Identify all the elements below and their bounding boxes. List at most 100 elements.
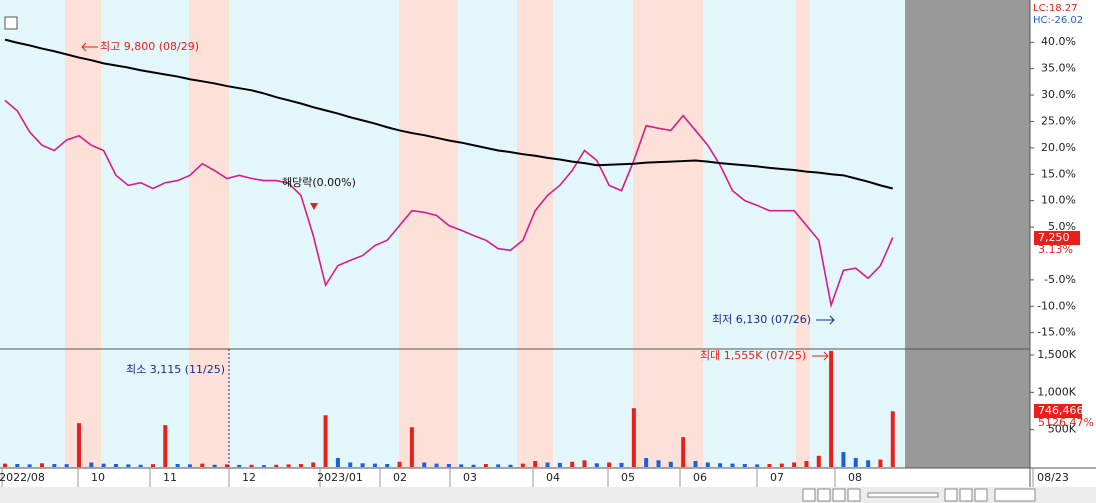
volume-bar [446,464,451,467]
volume-bar [372,463,377,467]
y-tick-label: 500K [1048,423,1077,436]
volume-bar [681,437,686,467]
vol-box [1034,404,1082,418]
toolbar-buttons[interactable] [802,488,1036,502]
volume-bar [274,464,279,467]
y-tick-label: -5.0% [1044,273,1076,286]
x-tick-label: 03 [463,471,477,484]
volume-bar [804,461,809,467]
volume-bar [15,464,20,467]
future-area [905,0,1030,468]
volume-bar [397,461,402,467]
lc-label: LC:18.27 [1033,3,1078,14]
volume-bar [582,460,587,467]
volume-bar [150,464,155,467]
volume-bar [163,425,168,467]
volume-bar [113,464,118,467]
volume-bar [730,463,735,467]
y-tick-label: 5.0% [1048,220,1076,233]
volume-bar [64,464,69,467]
x-tick-label: 2022/08 [0,471,45,484]
volume-bar [483,464,488,467]
volume-bar [841,452,846,467]
y-tick-label: 1,000K [1037,385,1076,398]
volume-bar [212,464,217,467]
x-tick-label: 08 [848,471,862,484]
y-tick-label: 10.0% [1041,194,1076,207]
max-label: 최대 1,555K (07/25) [700,349,806,362]
y-tick-label: 35.0% [1041,62,1076,75]
max-arrow [812,351,829,361]
volpct-label: 5126.47% [1038,416,1094,429]
volume-bar [853,458,858,467]
volume-bar [348,462,353,467]
low-label: 최저 6,130 (07/26) [712,313,811,326]
min-label: 최소 3,115 (11/25) [126,363,225,376]
volume-bar [508,464,513,467]
x-tick-label: 05 [621,471,635,484]
volume-bar [607,462,612,467]
volume-bar [631,408,636,467]
x-tick-label: 2023/01 [317,471,363,484]
volume-bar [533,461,538,467]
volume-bar [200,463,205,467]
volume-bar [27,464,32,467]
y-tick-label: 40.0% [1041,35,1076,48]
volume-bar [101,463,106,467]
x-tick-label: 06 [693,471,707,484]
volume-bar [878,459,883,467]
volume-bar [594,463,599,467]
volume-bar [261,465,266,467]
x-tick-label: 08/23 [1037,471,1069,484]
high-arrow [81,42,98,52]
volume-bar [471,464,476,467]
series-line [4,38,894,190]
menu-icon[interactable] [4,16,18,30]
volume-bar [755,464,760,467]
volume-bar [224,464,229,467]
volume-bar [175,464,180,467]
y-tick-label: 15.0% [1041,167,1076,180]
volume-bar [668,461,673,467]
volume-bar [311,462,316,467]
volume-bar [718,463,723,467]
volume-bar [385,464,390,467]
volume-bar [742,464,747,467]
volume-bar [890,411,895,467]
ex-label: 해당락(0.00%) [282,175,356,189]
x-tick-label: 04 [546,471,560,484]
volume-bar [644,458,649,467]
price-label: 7,250 [1038,231,1070,244]
y-tick-label: 20.0% [1041,141,1076,154]
volume-bar [3,463,7,467]
x-tick-label: 10 [91,471,105,484]
volume-bar [545,462,550,467]
x-tick-label: 02 [393,471,407,484]
volume-bar [705,462,710,467]
volume-bar [237,464,242,467]
volume-bar [816,455,821,467]
volume-bar [520,463,525,467]
volume-bar [829,350,834,467]
volume-bar [335,458,340,467]
volume-bar [693,461,698,467]
volume-bar [126,464,131,467]
low-arrow [816,315,835,325]
y-tick-label: 25.0% [1041,114,1076,127]
y-tick-label: 1,500K [1037,348,1076,361]
series-line [4,99,894,309]
x-tick-label: 11 [163,471,177,484]
volume-bar [459,464,464,467]
volume-bar [39,463,44,467]
volume-bar [767,464,772,467]
bands [65,0,810,468]
high-label: 최고 9,800 (08/29) [100,40,199,53]
hc-label: HC:-26.02 [1033,15,1083,26]
y-tick-label: 30.0% [1041,88,1076,101]
volume-bar [323,415,328,467]
volume-bar [409,427,414,467]
y-tick-label: -10.0% [1037,299,1076,312]
volume-bar [138,464,143,467]
